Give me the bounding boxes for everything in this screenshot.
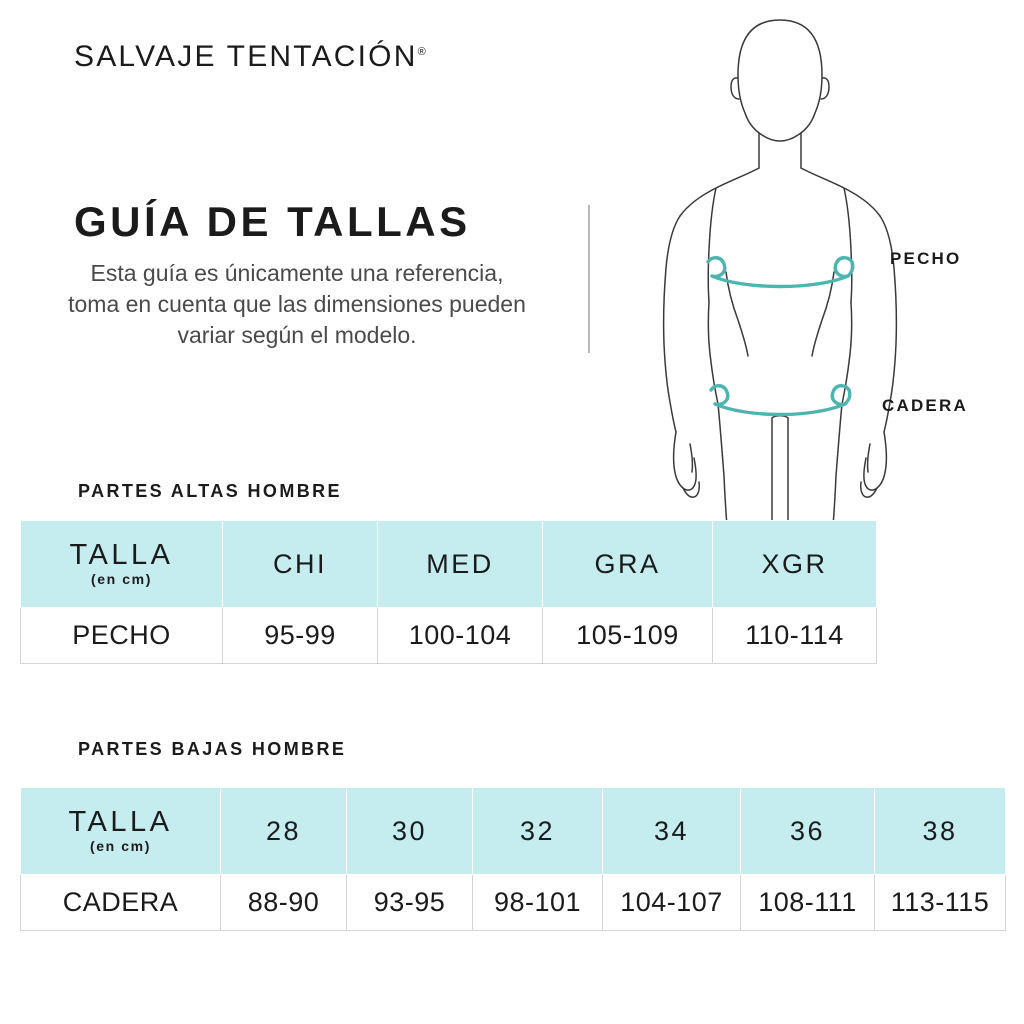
header-cell-size-2: GRA: [542, 520, 713, 608]
header-cell-size-0: 28: [220, 787, 347, 875]
page-title: GUÍA DE TALLAS: [74, 198, 471, 245]
header-talla-label: TALLA: [69, 539, 174, 571]
table-header-row: TALLA (en cm) CHI MED GRA XGR: [20, 520, 877, 608]
lower-body-size-table: TALLA (en cm) 28 30 32 34 36: [20, 787, 1006, 931]
cell-cadera-28: 88-90: [220, 874, 347, 931]
table-row: PECHO 95-99 100-104 105-109 110-114: [20, 607, 877, 664]
header-size-label: 34: [653, 816, 690, 846]
header-size-label: 36: [789, 816, 826, 846]
header-cell-size-3: XGR: [712, 520, 877, 608]
cell-pecho-chi: 95-99: [222, 607, 378, 664]
page-subtitle: Esta guía es únicamente una referencia, …: [68, 260, 526, 348]
header-talla-unit: (en cm): [90, 838, 151, 854]
header-talla-label: TALLA: [68, 806, 173, 838]
section-caption-lower: PARTES BAJAS HOMBRE: [78, 739, 347, 759]
table-row: CADERA 88-90 93-95 98-101 104-107 108-11…: [20, 874, 1006, 931]
upper-body-size-table: TALLA (en cm) CHI MED GRA XGR PECHO: [20, 520, 877, 664]
header-size-label: 30: [391, 816, 428, 846]
section-caption-upper: PARTES ALTAS HOMBRE: [78, 481, 342, 501]
row-label-pecho: PECHO: [20, 607, 223, 664]
header-size-label: 38: [922, 816, 958, 846]
cell-pecho-gra: 105-109: [542, 607, 713, 664]
cell-cadera-32: 98-101: [472, 874, 603, 931]
header-size-label: XGR: [761, 549, 828, 579]
header-size-label: CHI: [273, 549, 327, 579]
header-cell-talla: TALLA (en cm): [20, 787, 221, 875]
brand-logo: SALVAJE TENTACIÓN®: [74, 40, 426, 74]
header-size-label: 32: [519, 816, 556, 846]
figure-label-chest: PECHO: [890, 249, 962, 268]
figure-label-hip: CADERA: [882, 396, 968, 415]
header-cell-size-2: 32: [472, 787, 603, 875]
brand-name: SALVAJE TENTACIÓN: [74, 40, 418, 73]
header-cell-size-4: 36: [740, 787, 875, 875]
header-size-label: 28: [265, 816, 302, 846]
row-label-cadera: CADERA: [20, 874, 221, 931]
header-size-label: GRA: [594, 549, 661, 579]
header-cell-size-1: 30: [346, 787, 473, 875]
header-cell-talla: TALLA (en cm): [20, 520, 223, 608]
header-talla-unit: (en cm): [91, 571, 152, 587]
vertical-divider: [588, 205, 590, 353]
cell-pecho-xgr: 110-114: [712, 607, 877, 664]
table-header-row: TALLA (en cm) 28 30 32 34 36: [20, 787, 1006, 875]
header-cell-size-3: 34: [602, 787, 741, 875]
cell-cadera-30: 93-95: [346, 874, 473, 931]
male-body-figure-illustration: [620, 0, 940, 525]
header-cell-size-5: 38: [874, 787, 1006, 875]
header-cell-size-0: CHI: [222, 520, 378, 608]
registered-mark-icon: ®: [417, 46, 426, 58]
cell-pecho-med: 100-104: [377, 607, 543, 664]
cell-cadera-36: 108-111: [740, 874, 875, 931]
cell-cadera-38: 113-115: [874, 874, 1006, 931]
header-size-label: MED: [426, 549, 494, 579]
header-cell-size-1: MED: [377, 520, 543, 608]
cell-cadera-34: 104-107: [602, 874, 741, 931]
